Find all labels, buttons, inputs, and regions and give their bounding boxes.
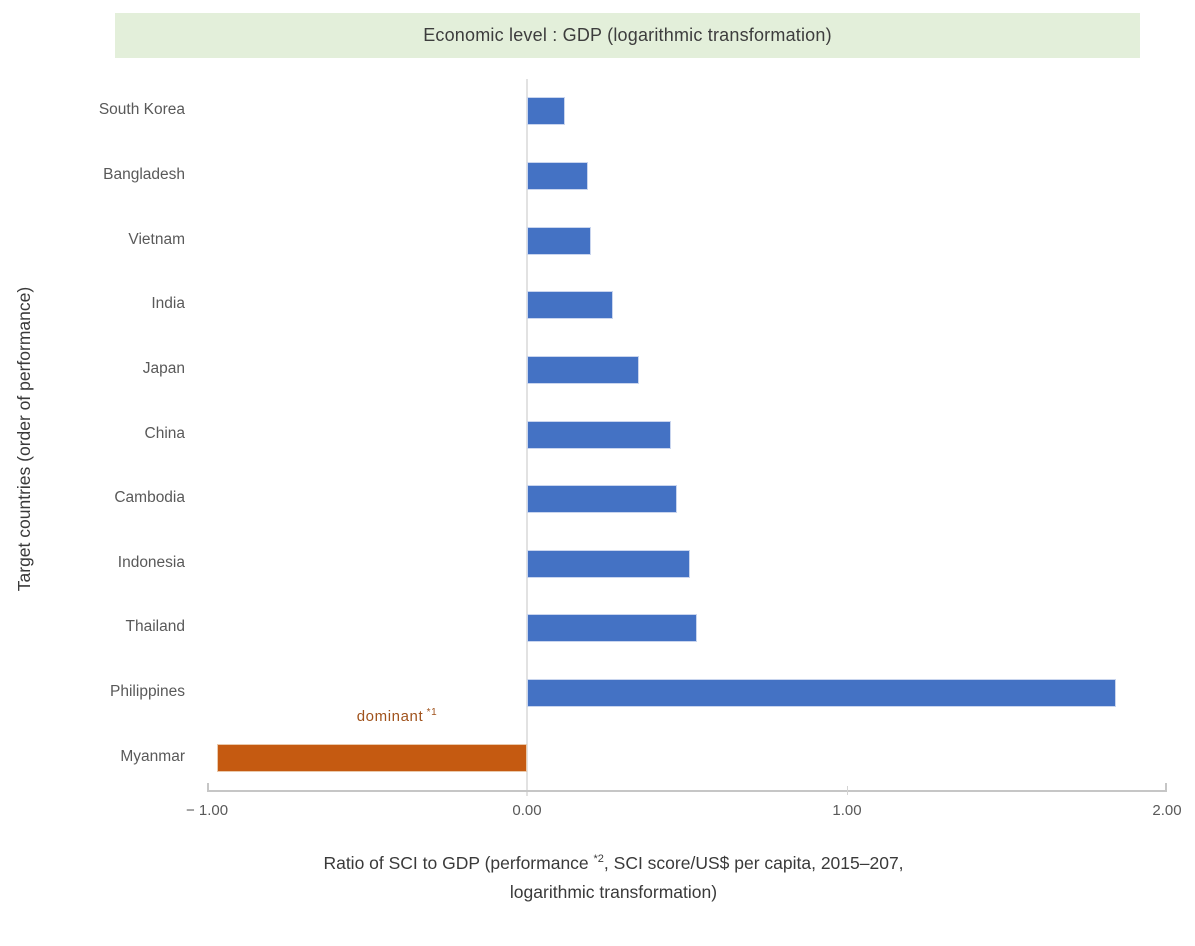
category-label-thailand: Thailand bbox=[125, 618, 185, 636]
bar-japan bbox=[527, 355, 639, 384]
footnote-marker-1: *1 bbox=[423, 706, 438, 718]
category-label-japan: Japan bbox=[142, 359, 185, 377]
chart-title: Economic level : GDP (logarithmic transf… bbox=[423, 25, 832, 45]
bar-myanmar bbox=[216, 743, 527, 772]
category-label-india: India bbox=[151, 295, 185, 313]
dominant-annotation: dominant *1 bbox=[327, 707, 467, 725]
category-label-vietnam: Vietnam bbox=[128, 230, 185, 248]
x-axis-line bbox=[207, 790, 1167, 792]
dominant-annotation-text: dominant bbox=[356, 707, 424, 725]
x-tick-label-3: 2.00 bbox=[1152, 802, 1182, 819]
x-axis-left-end-tick bbox=[207, 783, 209, 791]
category-label-china: China bbox=[144, 424, 186, 442]
category-label-indonesia: Indonesia bbox=[117, 553, 185, 571]
bar-china bbox=[527, 420, 671, 449]
x-tick-label-0: − 1.00 bbox=[185, 802, 229, 819]
x-tick-label-1: 0.00 bbox=[512, 802, 542, 819]
bar-philippines bbox=[527, 679, 1116, 708]
bar-india bbox=[527, 291, 614, 320]
x-tick-label-2: 1.00 bbox=[832, 802, 862, 819]
bar-thailand bbox=[527, 614, 697, 643]
category-label-cambodia: Cambodia bbox=[114, 489, 185, 507]
category-label-myanmar: Myanmar bbox=[120, 747, 185, 765]
bar-bangladesh bbox=[527, 161, 588, 190]
bar-south-korea bbox=[527, 97, 566, 126]
bar-vietnam bbox=[527, 226, 591, 255]
x-axis-title-line-1: Ratio of SCI to GDP (performance *2, SCI… bbox=[323, 852, 904, 873]
x-axis-tick-1 bbox=[847, 786, 848, 795]
x-axis-right-end-tick bbox=[1165, 783, 1167, 791]
chart-title-banner: Economic level : GDP (logarithmic transf… bbox=[115, 13, 1140, 58]
bar-indonesia bbox=[527, 549, 691, 578]
x-axis-title-line-2: logarithmic transformation) bbox=[509, 881, 718, 902]
bar-cambodia bbox=[527, 485, 678, 514]
x-axis-title: Ratio of SCI to GDP (performance *2, SCI… bbox=[60, 845, 1167, 907]
category-label-south-korea: South Korea bbox=[98, 101, 185, 119]
category-label-bangladesh: Bangladesh bbox=[103, 165, 185, 183]
footnote-marker-2: *2 bbox=[593, 853, 604, 865]
category-label-philippines: Philippines bbox=[110, 683, 185, 701]
